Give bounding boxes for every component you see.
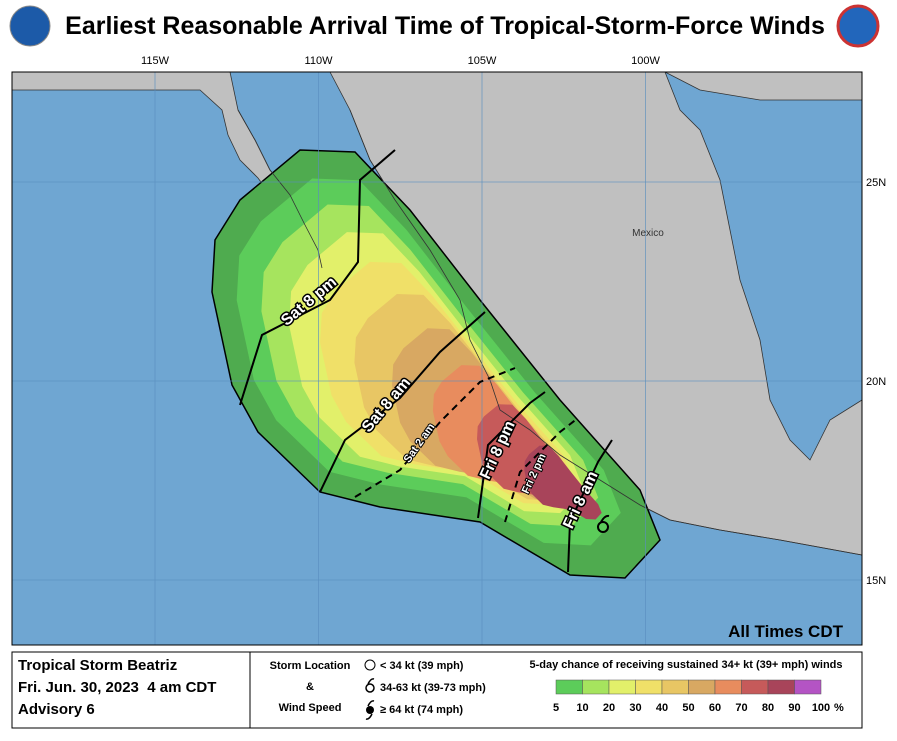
colorbar-label: 30 bbox=[629, 702, 641, 714]
legend-item: 34-63 kt (39-73 mph) bbox=[380, 682, 486, 694]
longitude-label: 110W bbox=[305, 55, 334, 67]
graticule: 115W 110W 105W 100W 25N 20N 15N bbox=[12, 55, 886, 645]
colorbar-unit: % bbox=[834, 702, 844, 714]
legend-items: < 34 kt (39 mph) 34-63 kt (39-73 mph) ≥ 64… bbox=[380, 660, 486, 716]
colorbar-swatch bbox=[688, 679, 716, 695]
info-panel: Tropical Storm Beatriz Fri. Jun. 30, 202… bbox=[11, 651, 863, 729]
longitude-label: 100W bbox=[631, 55, 660, 67]
title: Earliest Reasonable Arrival Time of Trop… bbox=[65, 12, 825, 40]
times-note: All Times CDT bbox=[728, 622, 844, 641]
colorbar-swatch bbox=[767, 679, 795, 695]
arrival-line bbox=[567, 439, 613, 573]
colorbar-swatch bbox=[582, 679, 610, 695]
legend-icon bbox=[364, 659, 376, 671]
colorbar: 5 10 20 30 40 50 60 70 80 90 100% bbox=[553, 679, 844, 714]
colorbar-swatch bbox=[741, 679, 769, 695]
arrival-line bbox=[477, 391, 546, 519]
colorbar-swatch bbox=[608, 679, 636, 695]
storm-name: Tropical Storm Beatriz bbox=[18, 657, 177, 674]
legend-icon bbox=[365, 700, 375, 720]
colorbar-label: 70 bbox=[735, 702, 747, 714]
longitude-label: 115W bbox=[141, 55, 170, 67]
latitude-label: 20N bbox=[866, 376, 886, 388]
colorbar-swatch bbox=[714, 679, 742, 695]
legend-heading: Wind Speed bbox=[279, 702, 342, 714]
colorbar-swatch bbox=[661, 679, 689, 695]
colorbar-label: 100 bbox=[812, 702, 830, 714]
arrival-line bbox=[354, 367, 516, 498]
arrival-line bbox=[239, 149, 396, 406]
map-frame bbox=[11, 71, 863, 646]
noaa-logo bbox=[9, 5, 51, 47]
arrival-lines bbox=[239, 149, 613, 573]
latitude-label: 25N bbox=[866, 177, 886, 189]
colorbar-label: 20 bbox=[603, 702, 615, 714]
colorbar-label: 10 bbox=[576, 702, 588, 714]
colorbar-label: 60 bbox=[709, 702, 721, 714]
storm-date: Fri. Jun. 30, 2023 4 am CDT bbox=[18, 679, 216, 696]
legend-icon bbox=[365, 678, 375, 693]
legend-item: ≥ 64 kt (74 mph) bbox=[380, 704, 463, 716]
advisory: Advisory 6 bbox=[18, 701, 95, 718]
colorbar-swatch bbox=[794, 679, 822, 695]
colorbar-label: 90 bbox=[788, 702, 800, 714]
colorbar-label: 50 bbox=[682, 702, 694, 714]
colorbar-title: 5-day chance of receiving sustained 34+ … bbox=[530, 659, 843, 671]
colorbar-label: 5 bbox=[553, 702, 559, 714]
legend-heading: & bbox=[306, 681, 314, 693]
colorbar-swatch bbox=[635, 679, 663, 695]
colorbar-label: 40 bbox=[656, 702, 668, 714]
probability-area bbox=[524, 445, 602, 520]
legend-heading: Storm Location bbox=[270, 660, 351, 672]
storm-box bbox=[11, 651, 251, 729]
country-label: Mexico bbox=[632, 228, 664, 239]
colorbar-swatch bbox=[555, 679, 583, 695]
colorbar-label: 80 bbox=[762, 702, 774, 714]
nws-logo bbox=[836, 4, 880, 48]
arrival-line bbox=[504, 417, 579, 523]
legend-item: < 34 kt (39 mph) bbox=[380, 660, 464, 672]
arrival-line bbox=[319, 311, 486, 493]
latitude-label: 15N bbox=[866, 575, 886, 587]
probability-cone bbox=[211, 149, 661, 579]
longitude-label: 105W bbox=[468, 55, 497, 67]
coastline bbox=[237, 109, 863, 556]
storm-icon bbox=[597, 514, 610, 533]
